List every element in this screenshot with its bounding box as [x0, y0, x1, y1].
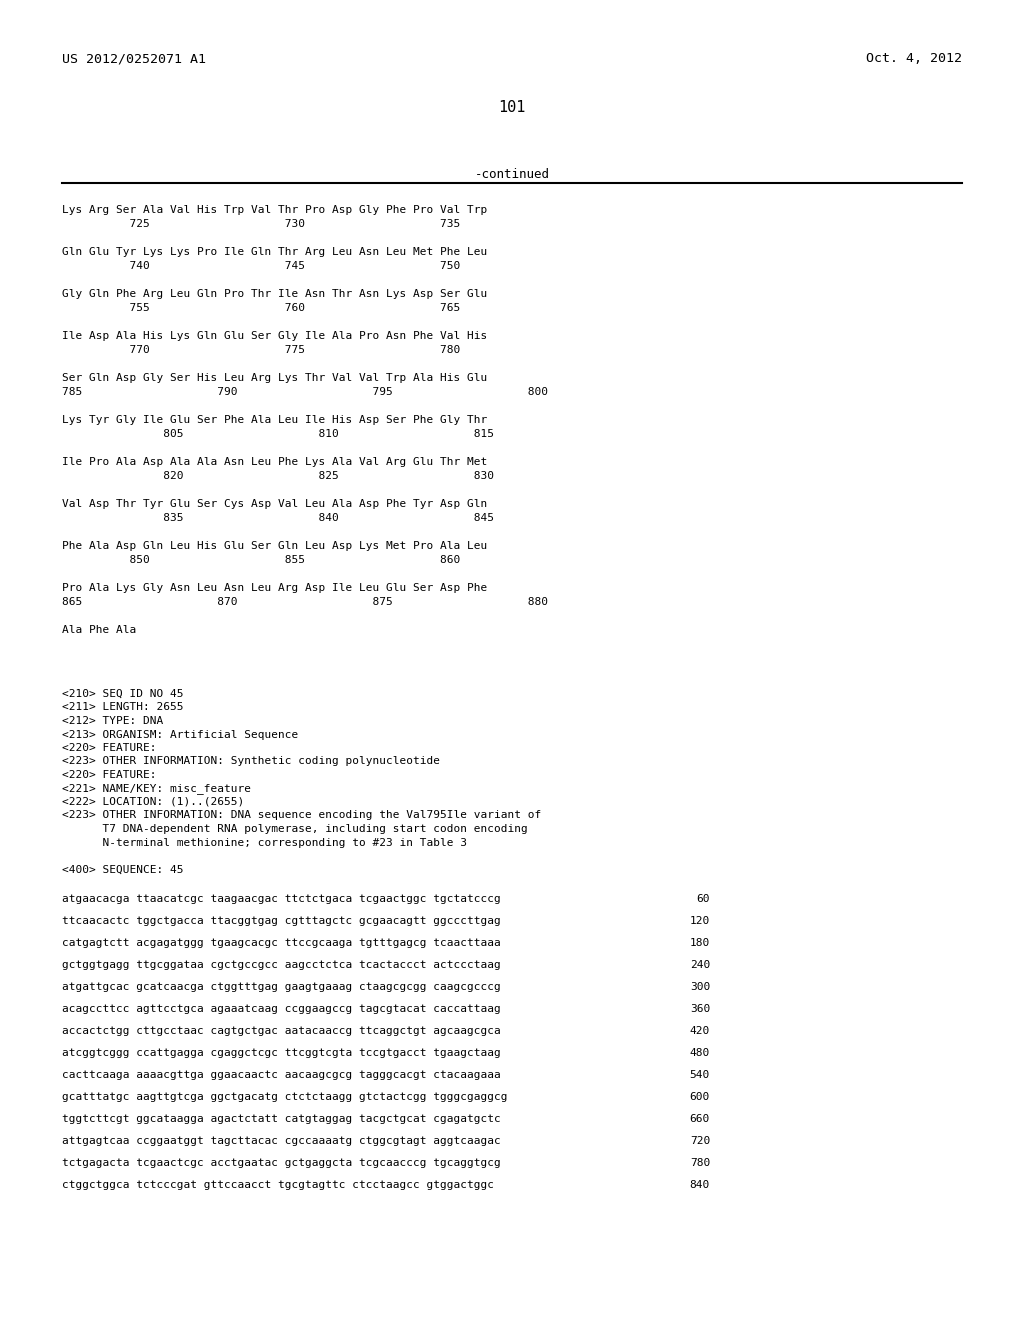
Text: <213> ORGANISM: Artificial Sequence: <213> ORGANISM: Artificial Sequence — [62, 730, 298, 739]
Text: 780: 780 — [690, 1158, 710, 1168]
Text: tctgagacta tcgaactcgc acctgaatac gctgaggcta tcgcaacccg tgcaggtgcg: tctgagacta tcgaactcgc acctgaatac gctgagg… — [62, 1158, 501, 1168]
Text: 850                    855                    860: 850 855 860 — [62, 554, 460, 565]
Text: <223> OTHER INFORMATION: DNA sequence encoding the Val795Ile variant of: <223> OTHER INFORMATION: DNA sequence en… — [62, 810, 542, 821]
Text: 60: 60 — [696, 894, 710, 904]
Text: tggtcttcgt ggcataagga agactctatt catgtaggag tacgctgcat cgagatgctc: tggtcttcgt ggcataagga agactctatt catgtag… — [62, 1114, 501, 1125]
Text: 540: 540 — [690, 1071, 710, 1080]
Text: gctggtgagg ttgcggataa cgctgccgcc aagcctctca tcactaccct actccctaag: gctggtgagg ttgcggataa cgctgccgcc aagcctc… — [62, 960, 501, 970]
Text: <223> OTHER INFORMATION: Synthetic coding polynucleotide: <223> OTHER INFORMATION: Synthetic codin… — [62, 756, 440, 767]
Text: 785                    790                    795                    800: 785 790 795 800 — [62, 387, 548, 397]
Text: 865                    870                    875                    880: 865 870 875 880 — [62, 597, 548, 607]
Text: ttcaacactc tggctgacca ttacggtgag cgtttagctc gcgaacagtt ggcccttgag: ttcaacactc tggctgacca ttacggtgag cgtttag… — [62, 916, 501, 927]
Text: N-terminal methionine; corresponding to #23 in Table 3: N-terminal methionine; corresponding to … — [62, 837, 467, 847]
Text: 240: 240 — [690, 960, 710, 970]
Text: 720: 720 — [690, 1137, 710, 1146]
Text: <222> LOCATION: (1)..(2655): <222> LOCATION: (1)..(2655) — [62, 797, 245, 807]
Text: Lys Arg Ser Ala Val His Trp Val Thr Pro Asp Gly Phe Pro Val Trp: Lys Arg Ser Ala Val His Trp Val Thr Pro … — [62, 205, 487, 215]
Text: ctggctggca tctcccgat gttccaacct tgcgtagttc ctcctaagcc gtggactggc: ctggctggca tctcccgat gttccaacct tgcgtagt… — [62, 1180, 494, 1191]
Text: Phe Ala Asp Gln Leu His Glu Ser Gln Leu Asp Lys Met Pro Ala Leu: Phe Ala Asp Gln Leu His Glu Ser Gln Leu … — [62, 541, 487, 550]
Text: Ala Phe Ala: Ala Phe Ala — [62, 624, 136, 635]
Text: 725                    730                    735: 725 730 735 — [62, 219, 460, 228]
Text: Gly Gln Phe Arg Leu Gln Pro Thr Ile Asn Thr Asn Lys Asp Ser Glu: Gly Gln Phe Arg Leu Gln Pro Thr Ile Asn … — [62, 289, 487, 300]
Text: 840: 840 — [690, 1180, 710, 1191]
Text: 101: 101 — [499, 100, 525, 115]
Text: <221> NAME/KEY: misc_feature: <221> NAME/KEY: misc_feature — [62, 784, 251, 795]
Text: atgattgcac gcatcaacga ctggtttgag gaagtgaaag ctaagcgcgg caagcgcccg: atgattgcac gcatcaacga ctggtttgag gaagtga… — [62, 982, 501, 993]
Text: Ser Gln Asp Gly Ser His Leu Arg Lys Thr Val Val Trp Ala His Glu: Ser Gln Asp Gly Ser His Leu Arg Lys Thr … — [62, 374, 487, 383]
Text: 770                    775                    780: 770 775 780 — [62, 345, 460, 355]
Text: 660: 660 — [690, 1114, 710, 1125]
Text: 180: 180 — [690, 939, 710, 948]
Text: Oct. 4, 2012: Oct. 4, 2012 — [866, 51, 962, 65]
Text: 480: 480 — [690, 1048, 710, 1059]
Text: 120: 120 — [690, 916, 710, 927]
Text: cacttcaaga aaaacgttga ggaacaactc aacaagcgcg tagggcacgt ctacaagaaa: cacttcaaga aaaacgttga ggaacaactc aacaagc… — [62, 1071, 501, 1080]
Text: catgagtctt acgagatggg tgaagcacgc ttccgcaaga tgtttgagcg tcaacttaaa: catgagtctt acgagatggg tgaagcacgc ttccgca… — [62, 939, 501, 948]
Text: 740                    745                    750: 740 745 750 — [62, 261, 460, 271]
Text: Gln Glu Tyr Lys Lys Pro Ile Gln Thr Arg Leu Asn Leu Met Phe Leu: Gln Glu Tyr Lys Lys Pro Ile Gln Thr Arg … — [62, 247, 487, 257]
Text: atcggtcggg ccattgagga cgaggctcgc ttcggtcgta tccgtgacct tgaagctaag: atcggtcggg ccattgagga cgaggctcgc ttcggtc… — [62, 1048, 501, 1059]
Text: <400> SEQUENCE: 45: <400> SEQUENCE: 45 — [62, 865, 183, 874]
Text: Ile Asp Ala His Lys Gln Glu Ser Gly Ile Ala Pro Asn Phe Val His: Ile Asp Ala His Lys Gln Glu Ser Gly Ile … — [62, 331, 487, 341]
Text: T7 DNA-dependent RNA polymerase, including start codon encoding: T7 DNA-dependent RNA polymerase, includi… — [62, 824, 527, 834]
Text: <211> LENGTH: 2655: <211> LENGTH: 2655 — [62, 702, 183, 713]
Text: 420: 420 — [690, 1026, 710, 1036]
Text: <210> SEQ ID NO 45: <210> SEQ ID NO 45 — [62, 689, 183, 700]
Text: Val Asp Thr Tyr Glu Ser Cys Asp Val Leu Ala Asp Phe Tyr Asp Gln: Val Asp Thr Tyr Glu Ser Cys Asp Val Leu … — [62, 499, 487, 510]
Text: Lys Tyr Gly Ile Glu Ser Phe Ala Leu Ile His Asp Ser Phe Gly Thr: Lys Tyr Gly Ile Glu Ser Phe Ala Leu Ile … — [62, 414, 487, 425]
Text: 755                    760                    765: 755 760 765 — [62, 304, 460, 313]
Text: 600: 600 — [690, 1092, 710, 1102]
Text: <212> TYPE: DNA: <212> TYPE: DNA — [62, 715, 163, 726]
Text: <220> FEATURE:: <220> FEATURE: — [62, 743, 157, 752]
Text: <220> FEATURE:: <220> FEATURE: — [62, 770, 157, 780]
Text: atgaacacga ttaacatcgc taagaacgac ttctctgaca tcgaactggc tgctatcccg: atgaacacga ttaacatcgc taagaacgac ttctctg… — [62, 894, 501, 904]
Text: US 2012/0252071 A1: US 2012/0252071 A1 — [62, 51, 206, 65]
Text: Ile Pro Ala Asp Ala Ala Asn Leu Phe Lys Ala Val Arg Glu Thr Met: Ile Pro Ala Asp Ala Ala Asn Leu Phe Lys … — [62, 457, 487, 467]
Text: 805                    810                    815: 805 810 815 — [62, 429, 494, 440]
Text: -continued: -continued — [474, 168, 550, 181]
Text: 820                    825                    830: 820 825 830 — [62, 471, 494, 480]
Text: acagccttcc agttcctgca agaaatcaag ccggaagccg tagcgtacat caccattaag: acagccttcc agttcctgca agaaatcaag ccggaag… — [62, 1005, 501, 1014]
Text: Pro Ala Lys Gly Asn Leu Asn Leu Arg Asp Ile Leu Glu Ser Asp Phe: Pro Ala Lys Gly Asn Leu Asn Leu Arg Asp … — [62, 583, 487, 593]
Text: 835                    840                    845: 835 840 845 — [62, 513, 494, 523]
Text: 300: 300 — [690, 982, 710, 993]
Text: attgagtcaa ccggaatggt tagcttacac cgccaaaatg ctggcgtagt aggtcaagac: attgagtcaa ccggaatggt tagcttacac cgccaaa… — [62, 1137, 501, 1146]
Text: gcatttatgc aagttgtcga ggctgacatg ctctctaagg gtctactcgg tgggcgaggcg: gcatttatgc aagttgtcga ggctgacatg ctctcta… — [62, 1092, 508, 1102]
Text: accactctgg cttgcctaac cagtgctgac aatacaaccg ttcaggctgt agcaagcgca: accactctgg cttgcctaac cagtgctgac aatacaa… — [62, 1026, 501, 1036]
Text: 360: 360 — [690, 1005, 710, 1014]
